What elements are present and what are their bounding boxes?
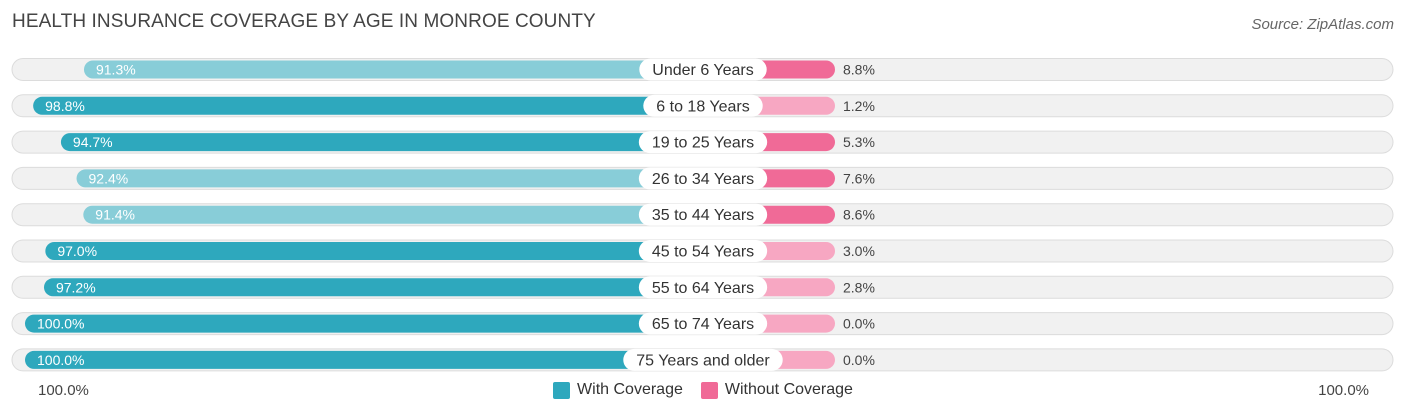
category-label-bg <box>638 131 768 154</box>
legend-label-without-coverage: Without Coverage <box>724 381 853 398</box>
legend-item-with-coverage: With Coverage <box>553 381 683 399</box>
category-label: Under 6 Years <box>652 62 753 79</box>
legend-swatch-with-coverage <box>553 381 571 399</box>
category-label-bg <box>623 348 783 371</box>
axis-left-label: 100.0% <box>38 382 89 399</box>
value-label-with-coverage: 97.2% <box>56 279 96 295</box>
value-label-without-coverage: 5.3% <box>843 134 875 150</box>
category-label: 35 to 44 Years <box>652 207 754 224</box>
chart-title: HEALTH INSURANCE COVERAGE BY AGE IN MONR… <box>12 11 596 32</box>
category-label-bg <box>639 58 767 81</box>
bar-chart: Under 6 Years 91.3% 8.8% 6 to 18 Years 98.8%… <box>11 58 1394 372</box>
value-label-with-coverage: 94.7% <box>73 134 113 150</box>
bar-with-coverage <box>25 314 703 333</box>
value-label-with-coverage: 91.4% <box>95 207 135 223</box>
value-label-without-coverage: 8.8% <box>843 62 875 78</box>
value-label-without-coverage: 0.0% <box>843 316 875 332</box>
category-label-bg <box>638 167 768 190</box>
category-label-bg <box>638 312 768 335</box>
legend-item-without-coverage: Without Coverage <box>700 381 853 399</box>
value-label-with-coverage: 100.0% <box>37 352 84 368</box>
category-label: 75 Years and older <box>636 352 770 369</box>
value-label-without-coverage: 1.2% <box>843 98 875 114</box>
axis-right-label: 100.0% <box>1318 382 1369 399</box>
category-label: 26 to 34 Years <box>652 171 754 188</box>
category-label: 55 to 64 Years <box>652 280 754 297</box>
category-label: 19 to 25 Years <box>652 135 754 152</box>
value-label-with-coverage: 92.4% <box>89 170 129 186</box>
category-label-bg <box>643 94 763 117</box>
value-label-without-coverage: 8.6% <box>843 207 875 223</box>
legend-label-with-coverage: With Coverage <box>577 381 683 398</box>
bar-with-coverage <box>33 96 704 115</box>
bar-with-coverage <box>76 169 703 188</box>
value-label-with-coverage: 98.8% <box>45 98 85 114</box>
value-label-with-coverage: 91.3% <box>96 62 136 78</box>
value-label-with-coverage: 100.0% <box>37 316 84 332</box>
source-label: Source: ZipAtlas.com <box>1251 16 1394 33</box>
value-label-with-coverage: 97.0% <box>57 243 97 259</box>
category-label-bg <box>638 240 768 262</box>
category-label: 6 to 18 Years <box>656 98 749 115</box>
category-label: 65 to 74 Years <box>652 316 754 333</box>
bar-with-coverage <box>83 60 703 79</box>
value-label-without-coverage: 0.0% <box>843 352 875 368</box>
bar-with-coverage <box>45 242 703 260</box>
category-label: 45 to 54 Years <box>652 244 754 261</box>
value-label-without-coverage: 3.0% <box>843 243 875 259</box>
bar-with-coverage <box>43 278 703 297</box>
bar-with-coverage <box>83 205 704 224</box>
category-label-bg <box>638 203 768 226</box>
category-label-bg <box>638 276 768 299</box>
value-label-without-coverage: 7.6% <box>843 170 875 186</box>
legend-swatch-without-coverage <box>700 381 718 399</box>
legend: With Coverage Without Coverage <box>0 381 1406 399</box>
value-label-without-coverage: 2.8% <box>843 279 875 295</box>
bar-with-coverage <box>25 350 703 369</box>
bar-with-coverage <box>60 133 703 152</box>
